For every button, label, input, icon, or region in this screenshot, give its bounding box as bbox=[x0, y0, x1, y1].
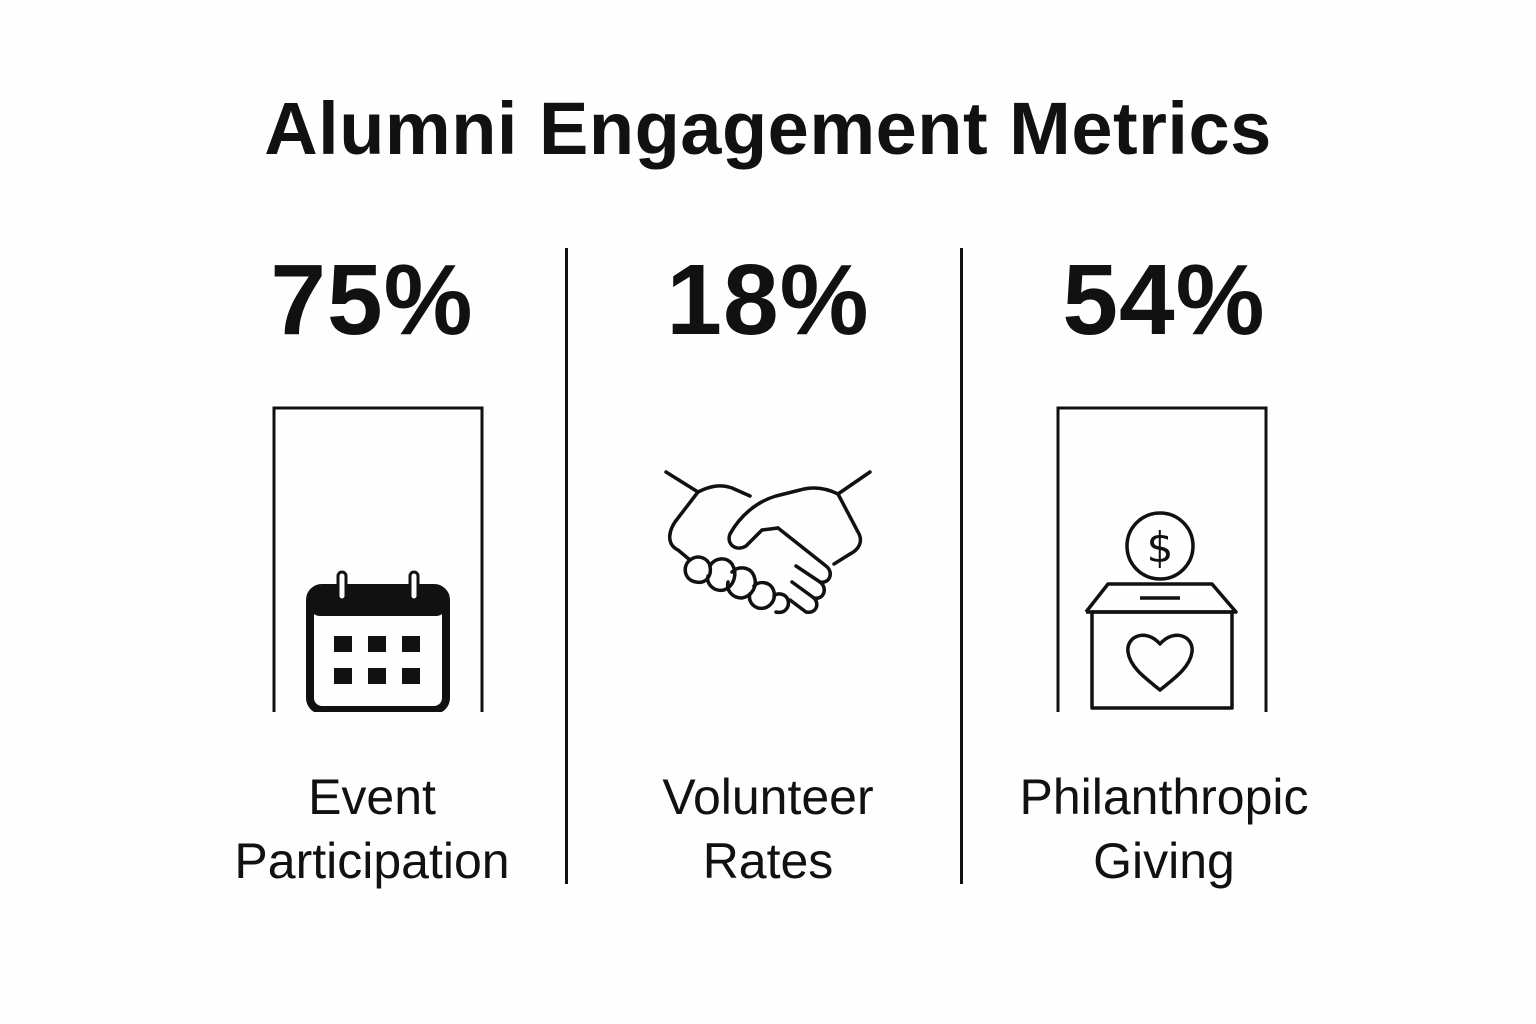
donation-box-icon: $ bbox=[1056, 406, 1268, 712]
metric-label: Volunteer Rates bbox=[578, 765, 958, 893]
metric-value: 18% bbox=[666, 244, 870, 356]
metric-label-line2: Giving bbox=[1093, 833, 1235, 889]
metric-philanthropic-giving: 54% $ Philanthropic Giving bbox=[974, 230, 1354, 930]
page-title: Alumni Engagement Metrics bbox=[264, 87, 1272, 170]
calendar-icon bbox=[272, 406, 484, 712]
divider-left bbox=[565, 248, 568, 884]
metric-label-line1: Volunteer bbox=[662, 769, 874, 825]
metric-label-line2: Rates bbox=[702, 833, 834, 889]
metric-label-line1: Event bbox=[308, 769, 436, 825]
icon-frame: $ bbox=[1056, 400, 1268, 712]
svg-text:$: $ bbox=[1147, 523, 1174, 572]
metric-volunteer-rates: 18% bbox=[578, 230, 958, 930]
icon-frame bbox=[272, 400, 484, 712]
metric-label: Event Participation bbox=[182, 765, 562, 893]
icon-frame bbox=[658, 400, 872, 712]
metric-event-participation: 75% Event Participation bbox=[182, 230, 562, 930]
metric-label-line2: Participation bbox=[234, 833, 510, 889]
metric-value: 54% bbox=[1062, 244, 1266, 356]
metric-label-line1: Philanthropic bbox=[1019, 769, 1309, 825]
handshake-icon bbox=[664, 470, 872, 615]
metric-value: 75% bbox=[270, 244, 474, 356]
divider-right bbox=[960, 248, 963, 884]
metric-label: Philanthropic Giving bbox=[974, 765, 1354, 893]
